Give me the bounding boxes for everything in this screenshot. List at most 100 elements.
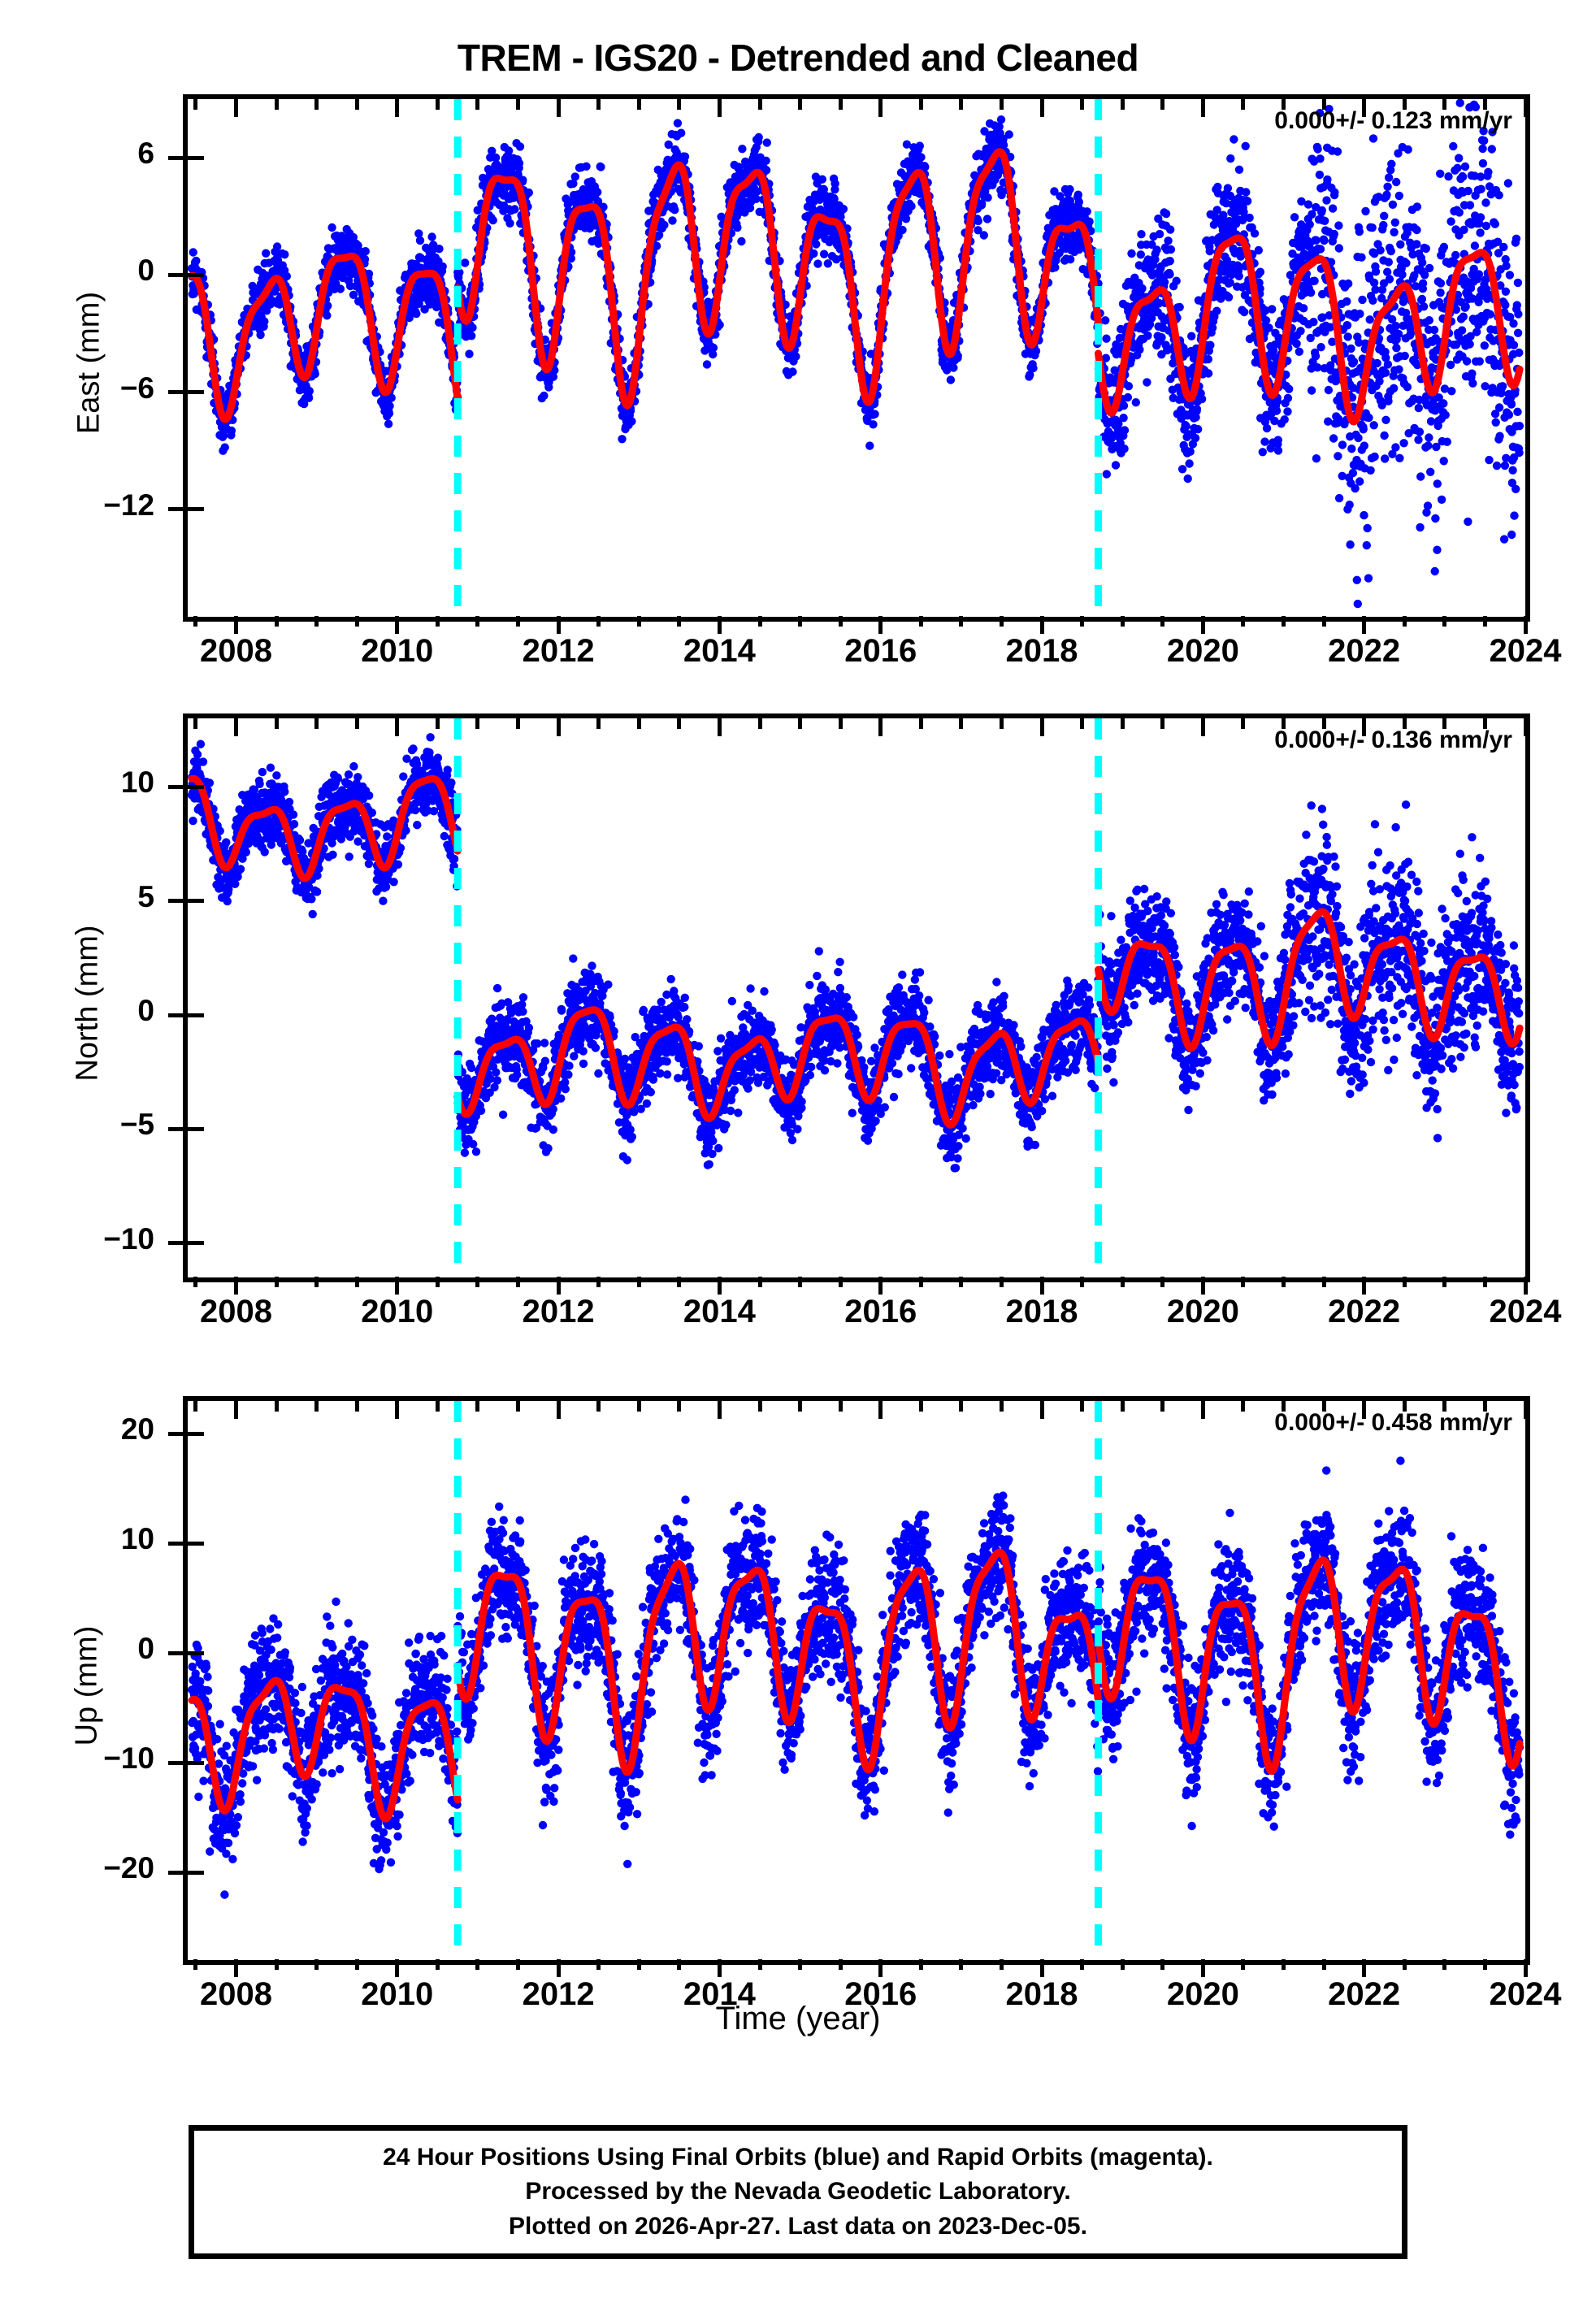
xtick-mark-top — [677, 1401, 681, 1412]
xtick-mark-major — [395, 1959, 399, 1977]
xtick-label-2008: 2008 — [163, 633, 309, 670]
panel-north-ytick-mark — [168, 899, 188, 903]
xtick-mark-major — [718, 616, 722, 634]
xtick-mark-minor — [1000, 1277, 1004, 1287]
ytick-label: −6 — [8, 371, 154, 406]
x-axis-label: Time (year) — [0, 2001, 1596, 2037]
xtick-mark-top — [1524, 99, 1528, 117]
xtick-mark-top — [718, 718, 722, 736]
xtick-mark-top — [395, 1401, 399, 1419]
xtick-mark-top — [275, 99, 279, 110]
xtick-mark-top — [314, 1401, 319, 1412]
xtick-mark-minor — [355, 1959, 359, 1970]
xtick-label-2010: 2010 — [324, 1294, 471, 1330]
xtick-mark-minor — [1403, 1959, 1407, 1970]
xtick-mark-top — [1080, 718, 1084, 729]
figure-caption-box: 24 Hour Positions Using Final Orbits (bl… — [189, 2125, 1407, 2259]
xtick-mark-minor — [959, 616, 963, 627]
xtick-label-2014: 2014 — [646, 1294, 792, 1330]
xtick-mark-top — [475, 1401, 479, 1412]
xtick-mark-minor — [1160, 1277, 1164, 1287]
xtick-label-2020: 2020 — [1130, 1294, 1276, 1330]
xtick-mark-major — [1040, 1277, 1044, 1295]
xtick-mark-top — [395, 99, 399, 117]
xtick-mark-minor — [637, 616, 641, 627]
xtick-mark-top — [1160, 99, 1164, 110]
xtick-mark-major — [1040, 616, 1044, 634]
xtick-mark-top — [1080, 99, 1084, 110]
xtick-label-2016: 2016 — [808, 1294, 954, 1330]
xtick-mark-top — [193, 718, 197, 729]
xtick-mark-major — [1362, 616, 1366, 634]
ytick-label: 0 — [8, 1632, 154, 1666]
xtick-mark-top — [718, 99, 722, 117]
xtick-mark-top — [516, 99, 520, 110]
xtick-mark-minor — [919, 1959, 923, 1970]
xtick-mark-top — [1121, 99, 1125, 110]
xtick-mark-top — [878, 1401, 883, 1419]
xtick-mark-top — [275, 1401, 279, 1412]
caption-line-2: Processed by the Nevada Geodetic Laborat… — [525, 2175, 1070, 2210]
xtick-mark-minor — [1442, 616, 1446, 627]
xtick-mark-major — [234, 1959, 238, 1977]
xtick-mark-top — [919, 99, 923, 110]
xtick-mark-major — [395, 616, 399, 634]
xtick-mark-minor — [798, 1277, 802, 1287]
panel-ytick-inner — [188, 156, 204, 160]
panel-up-ytick-mark — [168, 1761, 188, 1765]
xtick-mark-minor — [1241, 1277, 1245, 1287]
xtick-mark-minor — [193, 616, 197, 627]
xtick-mark-top — [758, 718, 762, 729]
xtick-mark-top — [1362, 718, 1366, 736]
xtick-mark-minor — [314, 1959, 319, 1970]
xtick-mark-top — [758, 1401, 762, 1412]
xtick-mark-top — [1524, 1401, 1528, 1419]
xtick-mark-minor — [1282, 1959, 1286, 1970]
xtick-mark-major — [718, 1277, 722, 1295]
xtick-mark-major — [1201, 616, 1205, 634]
xtick-mark-top — [1442, 99, 1446, 110]
xtick-mark-minor — [637, 1959, 641, 1970]
xtick-mark-major — [1524, 616, 1528, 634]
xtick-mark-minor — [1080, 1959, 1084, 1970]
xtick-mark-top — [959, 1401, 963, 1412]
xtick-mark-top — [1000, 99, 1004, 110]
xtick-mark-top — [557, 1401, 561, 1419]
xtick-mark-top — [1241, 1401, 1245, 1412]
xtick-mark-minor — [758, 1959, 762, 1970]
xtick-mark-top — [798, 718, 802, 729]
xtick-mark-top — [758, 99, 762, 110]
xtick-mark-minor — [1241, 616, 1245, 627]
xtick-mark-minor — [475, 1277, 479, 1287]
panel-ytick-inner — [188, 507, 204, 511]
xtick-mark-top — [1322, 718, 1326, 729]
panel-ytick-inner — [188, 1013, 204, 1017]
xtick-mark-minor — [1483, 1959, 1487, 1970]
xtick-mark-minor — [1322, 1277, 1326, 1287]
xtick-mark-minor — [436, 1959, 440, 1970]
xtick-mark-top — [516, 718, 520, 729]
xtick-mark-top — [1322, 99, 1326, 110]
ytick-label: 0 — [8, 254, 154, 288]
ytick-label: −12 — [8, 488, 154, 523]
xtick-mark-minor — [1403, 616, 1407, 627]
panel-ytick-inner — [188, 899, 204, 903]
xtick-mark-top — [275, 718, 279, 729]
xtick-mark-top — [959, 718, 963, 729]
xtick-mark-top — [436, 99, 440, 110]
panel-up-ytick-mark — [168, 1542, 188, 1546]
xtick-label-2012: 2012 — [485, 1294, 631, 1330]
xtick-mark-major — [1524, 1277, 1528, 1295]
ytick-label: 20 — [8, 1412, 154, 1446]
xtick-mark-major — [1201, 1277, 1205, 1295]
xtick-mark-minor — [475, 616, 479, 627]
xtick-mark-top — [1282, 99, 1286, 110]
panel-ytick-inner — [188, 1651, 204, 1655]
xtick-mark-top — [193, 99, 197, 110]
xtick-mark-top — [637, 718, 641, 729]
xtick-mark-top — [839, 99, 843, 110]
xtick-mark-top — [395, 718, 399, 736]
xtick-mark-major — [395, 1277, 399, 1295]
xtick-mark-minor — [1483, 1277, 1487, 1287]
xtick-mark-top — [1483, 1401, 1487, 1412]
